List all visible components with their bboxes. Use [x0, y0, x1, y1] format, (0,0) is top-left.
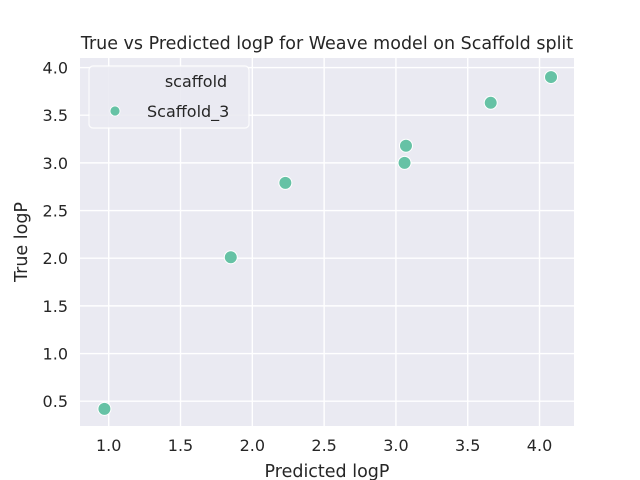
data-points [97, 70, 559, 416]
y-tick-label: 0.5 [43, 392, 68, 411]
y-tick-label: 3.5 [43, 106, 68, 125]
grid-lines [80, 58, 574, 426]
scatter-point [278, 175, 293, 190]
legend: scaffold Scaffold_3 [88, 65, 250, 129]
scatter-point [97, 401, 112, 416]
y-tick-label: 1.5 [43, 297, 68, 316]
scatter-point [483, 95, 498, 110]
y-axis-title: True logP [12, 202, 32, 283]
x-tick-label: 4.0 [527, 436, 552, 455]
x-tick-label: 1.5 [168, 436, 193, 455]
x-tick-labels: 1.0 1.5 2.0 2.5 3.0 3.5 4.0 [96, 436, 552, 455]
legend-marker [109, 105, 121, 117]
x-tick-label: 1.0 [96, 436, 121, 455]
y-tick-label: 2.0 [43, 249, 68, 268]
y-tick-label: 4.0 [43, 59, 68, 78]
chart-title: True vs Predicted logP for Weave model o… [80, 34, 573, 54]
scatter-point [544, 70, 559, 85]
legend-label-scaffold-3: Scaffold_3 [147, 102, 229, 122]
scatter-point [223, 250, 238, 265]
scatter-point [398, 138, 413, 153]
x-tick-label: 2.0 [240, 436, 265, 455]
y-tick-label: 3.0 [43, 154, 68, 173]
legend-box [88, 65, 250, 129]
x-axis-title: Predicted logP [265, 462, 390, 480]
y-tick-label: 2.5 [43, 202, 68, 221]
x-tick-label: 2.5 [311, 436, 336, 455]
x-tick-label: 3.5 [455, 436, 480, 455]
y-tick-label: 1.0 [43, 345, 68, 364]
legend-title: scaffold [165, 72, 227, 91]
x-tick-label: 3.0 [383, 436, 408, 455]
scatter-point [397, 155, 412, 170]
y-tick-labels: 0.5 1.0 1.5 2.0 2.5 3.0 3.5 4.0 [43, 59, 68, 412]
